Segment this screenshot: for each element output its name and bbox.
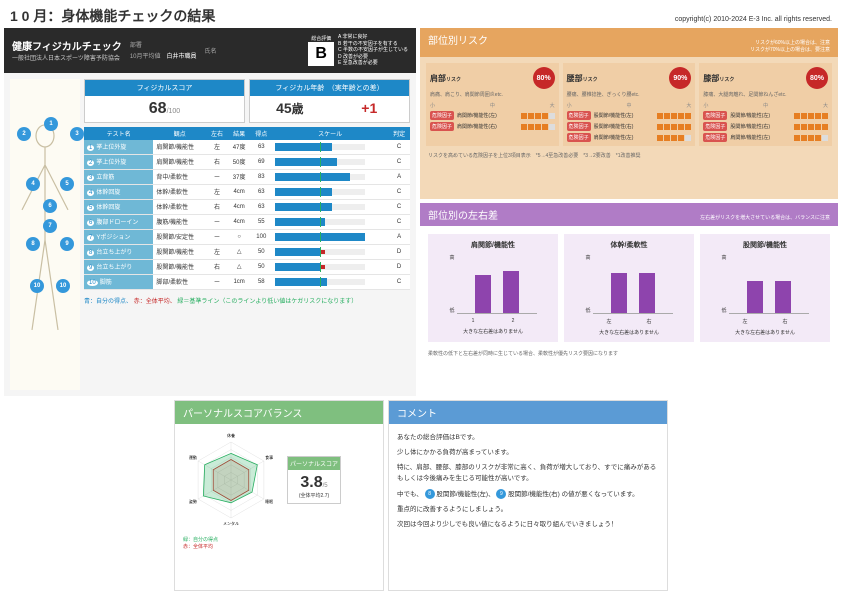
age-unit: 歳 bbox=[292, 103, 304, 116]
table-row: 10脚筋 脚部/柔軟性ー1cm58 C bbox=[84, 274, 410, 289]
grade-value: B bbox=[308, 42, 334, 66]
risk-note-1: リスクが60%以上の場合は、注意 bbox=[750, 39, 830, 46]
svg-text:休養: 休養 bbox=[227, 432, 235, 438]
table-row: 1挙上位外旋 肩関節/機能性左47度63 C bbox=[84, 140, 410, 155]
risk-col-肩部: 肩部リスク80% 肩痛、肩こり、肩関節周囲炎etc. 小中大 危険因子肩関節/機… bbox=[426, 63, 559, 146]
personal-panel: パーソナルスコアバランス 休養食事睡眠メンタル 姿勢 運動 パーソナルスコア 3.8… bbox=[174, 400, 384, 591]
body-marker-10: 10 bbox=[56, 279, 70, 293]
body-marker-6: 6 bbox=[43, 199, 57, 213]
radar-chart: 休養食事睡眠メンタル 姿勢 運動 bbox=[181, 430, 281, 530]
body-marker-7: 7 bbox=[43, 219, 57, 233]
physical-age-card: フィジカル年齢 （実年齢との差） 45歳 +1 bbox=[249, 79, 410, 123]
personal-score-head: パーソナルスコア bbox=[288, 457, 340, 470]
name-label: 氏名 bbox=[205, 46, 217, 55]
body-figure: 1234567891010 bbox=[10, 79, 80, 391]
date-label: 10月平均値 bbox=[130, 51, 161, 60]
left-panel: 健康フィジカルチェック 一般社団法人日本スポーツ障害予防協会 部署 10月平均値… bbox=[4, 28, 416, 396]
lr-note: 左右差がリスクを増大させている場合は、バランスに注意 bbox=[700, 214, 830, 221]
lr-col: 体幹/柔軟性 高低 左右 大きな左右差はありません bbox=[564, 234, 694, 342]
lr-footnote: 柔軟性の低下と左右差が同時に生じている場合、柔軟性が優先リスク要因になります bbox=[420, 350, 838, 361]
table-row: 5体幹回旋 体幹/柔軟性右4cm63 C bbox=[84, 199, 410, 214]
org-value: 白井市職員 bbox=[167, 51, 197, 60]
svg-text:食事: 食事 bbox=[265, 454, 273, 460]
risk-footnote: リスクを高めている危険因子を上位3項目表示 *5→4至急改善必要 *3→2要改善… bbox=[420, 152, 838, 163]
body-marker-4: 4 bbox=[26, 177, 40, 191]
comment-title: コメント bbox=[397, 405, 437, 420]
table-row: 6腹部ドローイン 腹筋/機能性ー4cm55 C bbox=[84, 214, 410, 229]
body-marker-8: 8 bbox=[26, 237, 40, 251]
physical-score-card: フィジカルスコア 68/100 bbox=[84, 79, 245, 123]
physical-score-head: フィジカルスコア bbox=[85, 80, 244, 96]
lr-title: 部位別の左右差 bbox=[428, 207, 498, 222]
table-row: 2挙上位外旋 肩関節/機能性右50度69 C bbox=[84, 154, 410, 169]
svg-text:運動: 運動 bbox=[189, 454, 197, 460]
risk-item: 危険因子肩関節/機能性(左) bbox=[430, 111, 555, 120]
personal-score-card: パーソナルスコア 3.8/5 (全体平均2.7) bbox=[287, 456, 341, 504]
table-row: 8台立ち上がり 股関節/機能性左△50 D bbox=[84, 244, 410, 259]
table-row: 3立背筋 背中/柔軟性ー37度83 A bbox=[84, 169, 410, 184]
personal-avg-label: (全体平均2.7) bbox=[294, 492, 334, 499]
svg-text:睡眠: 睡眠 bbox=[265, 498, 273, 504]
age-head: フィジカル年齢 bbox=[275, 85, 324, 92]
personal-score-unit: /5 bbox=[323, 483, 328, 489]
risk-item: 危険因子肩関節/機能性(左) bbox=[703, 133, 828, 142]
svg-text:メンタル: メンタル bbox=[223, 520, 239, 526]
check-subtitle: 一般社団法人日本スポーツ障害予防協会 bbox=[12, 53, 122, 62]
risk-item: 危険因子股関節/機能性(右) bbox=[567, 122, 692, 131]
comment-body: あなたの総合評価はBです。少し体にかかる負荷が高まっています。特に、肩部、腰部、… bbox=[389, 424, 667, 541]
risk-item: 危険因子股関節/機能性(右) bbox=[703, 122, 828, 131]
comment-panel: コメント あなたの総合評価はBです。少し体にかかる負荷が高まっています。特に、肩… bbox=[388, 400, 668, 591]
personal-legend: 緑：自分の得点 赤：全体平均 bbox=[175, 536, 383, 554]
lr-col: 股関節/機能性 高低 左右 大きな左右差はありません bbox=[700, 234, 830, 342]
body-marker-10: 10 bbox=[30, 279, 44, 293]
table-row: 7Yポジション 股関節/安定性ー○100 A bbox=[84, 229, 410, 244]
table-row: 4体幹回旋 体幹/柔軟性左4cm63 C bbox=[84, 184, 410, 199]
lr-col: 肩関節/機能性 高低 12 大きな左右差はありません bbox=[428, 234, 558, 342]
copyright: copyright(c) 2010-2024 E-3 Inc. all righ… bbox=[675, 16, 832, 23]
page-title: 1 0 月：身体機能チェックの結果 bbox=[10, 6, 215, 26]
risk-item: 危険因子肩関節/機能性(左) bbox=[567, 133, 692, 142]
risk-col-腰部: 腰部リスク90% 腰痛、腰椎捻挫、ぎっくり腰etc. 小中大 危険因子股関節/機… bbox=[563, 63, 696, 146]
risk-note-2: リスクが70%以上の場合は、要注意 bbox=[750, 46, 830, 53]
grade-label: 総合評価 bbox=[308, 35, 334, 42]
physical-score-value: 68 bbox=[149, 100, 167, 117]
dept-label: 部署 bbox=[130, 40, 142, 49]
check-title: 健康フィジカルチェック bbox=[12, 38, 122, 53]
test-table: テスト名観点左右結果得点スケール判定 1挙上位外旋 肩関節/機能性左47度63 … bbox=[84, 127, 410, 290]
svg-text:姿勢: 姿勢 bbox=[189, 498, 197, 504]
personal-title: パーソナルスコアバランス bbox=[183, 405, 302, 420]
age-value: 45 bbox=[276, 100, 292, 116]
personal-score-value: 3.8 bbox=[300, 474, 322, 491]
risk-item: 危険因子股関節/機能性(左) bbox=[567, 111, 692, 120]
physical-score-unit: /100 bbox=[167, 108, 181, 115]
body-marker-2: 2 bbox=[17, 127, 31, 141]
body-marker-5: 5 bbox=[60, 177, 74, 191]
risk-item: 危険因子肩関節/機能性(右) bbox=[430, 122, 555, 131]
risk-col-膝部: 膝部リスク80% 膝痛、大腿肉離れ、足関節ねんざetc. 小中大 危険因子股関節… bbox=[699, 63, 832, 146]
table-legend: 青：自分の得点、 赤：全体平均、 緑＝基準ライン（このラインより低い値はケガリス… bbox=[84, 294, 410, 307]
body-marker-9: 9 bbox=[60, 237, 74, 251]
age-paren: （実年齢との差） bbox=[331, 85, 383, 92]
body-marker-1: 1 bbox=[44, 117, 58, 131]
table-row: 9台立ち上がり 股関節/機能性右△50 D bbox=[84, 259, 410, 274]
grade-legend: A 非常に良好B 若干の不安因子を有するC 半数の不安因子が生じているD 改善が… bbox=[338, 34, 408, 67]
risk-panel: 部位別リスク リスクが60%以上の場合は、注意 リスクが70%以上の場合は、要注… bbox=[420, 28, 838, 199]
risk-item: 危険因子股関節/機能性(左) bbox=[703, 111, 828, 120]
risk-title: 部位別リスク bbox=[428, 32, 488, 47]
lr-panel: 部位別の左右差 左右差がリスクを増大させている場合は、バランスに注意 肩関節/機… bbox=[420, 203, 838, 397]
body-marker-3: 3 bbox=[70, 127, 84, 141]
age-diff: +1 bbox=[330, 96, 410, 121]
